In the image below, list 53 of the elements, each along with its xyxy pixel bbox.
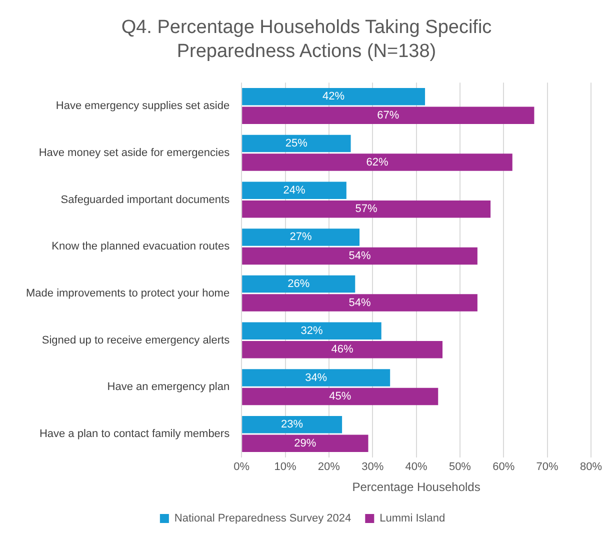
x-tick-label: 30% [362,461,384,474]
bar [242,134,351,152]
bar [242,369,390,386]
bar [242,106,534,124]
data-label: 46% [331,344,354,356]
x-tick-label: 70% [536,461,559,474]
data-label: 24% [283,184,306,196]
chart-title: Q4. Percentage Households Taking Specific Preparedness Actions (N=138) [120,16,493,64]
x-tick-label: 40% [405,461,428,474]
bar [242,294,478,312]
data-label: 26% [288,278,310,290]
bar [242,341,442,358]
bar [242,275,356,293]
legend-label: National Preparedness Survey 2024 [174,512,352,525]
y-tick-label: Know the planned evacuation routes [52,240,230,253]
data-label: 25% [285,138,308,150]
bar [242,182,346,199]
data-label: 42% [322,90,345,103]
legend-label: Lummi Island [380,512,446,525]
data-label: 23% [281,418,304,431]
bar [242,416,342,434]
y-tick-label: Have a plan to contact family members [39,428,230,440]
data-label: 54% [348,250,371,262]
bar [242,247,478,265]
x-tick-label: 50% [448,461,472,474]
bar [242,322,382,340]
data-label: 27% [290,231,312,244]
bar [242,88,426,106]
y-tick-label: Have emergency supplies set aside [56,100,230,112]
y-tick-label: Safeguarded important documents [60,194,230,206]
bar [242,388,438,406]
data-label: 54% [348,296,371,309]
y-tick-label: Made improvements to protect your home [26,287,230,300]
x-tick-label: 10% [274,461,296,474]
y-tick-label: Signed up to receive emergency alerts [42,334,230,346]
x-tick-label: 60% [492,461,515,474]
x-tick-label: 20% [318,461,340,474]
data-label: 67% [377,109,400,122]
data-label: 62% [366,156,388,168]
data-label: 34% [305,372,328,384]
bar [242,228,360,246]
data-label: 29% [294,437,316,450]
x-axis-title: Percentage Households [352,480,480,494]
data-label: 57% [355,203,378,216]
x-tick-label: 0% [234,461,250,474]
y-tick-label: Have money set aside for emergencies [38,146,230,159]
x-tick-label: 80% [580,461,602,474]
data-label: 45% [329,390,352,403]
y-tick-label: Have an emergency plan [107,381,230,394]
bar [242,154,512,171]
bar [242,200,491,218]
bar [242,434,368,452]
data-label: 32% [300,324,323,337]
